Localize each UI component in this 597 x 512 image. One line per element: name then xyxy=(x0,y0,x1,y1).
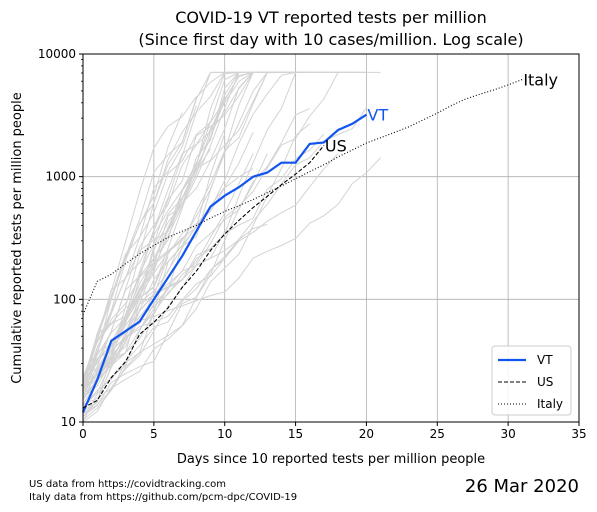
y-tick-label: 10 xyxy=(61,415,76,429)
series-label-vt: VT xyxy=(367,106,388,125)
footnote-italy-source: Italy data from https://github.com/pcm-d… xyxy=(29,492,298,503)
x-tick-label: 15 xyxy=(288,427,303,441)
series-labels: VT US Italy xyxy=(325,70,558,155)
background-series-line xyxy=(82,157,381,387)
background-series-line xyxy=(82,123,311,406)
background-series-line xyxy=(82,239,240,417)
background-series xyxy=(82,71,381,423)
series-label-us: US xyxy=(325,136,347,155)
x-tick-label: 5 xyxy=(150,427,158,441)
date-label: 26 Mar 2020 xyxy=(464,476,579,497)
background-series-line xyxy=(82,71,367,382)
legend-label-us: US xyxy=(537,375,553,389)
x-tick-label: 30 xyxy=(501,427,516,441)
chart-subtitle: (Since first day with 10 cases/million. … xyxy=(138,30,523,49)
background-series-line xyxy=(82,168,254,384)
y-tick-label: 10000 xyxy=(38,47,76,61)
background-series-line xyxy=(82,223,268,392)
background-series-line xyxy=(82,133,325,399)
x-tick-label: 35 xyxy=(571,427,586,441)
background-series-line xyxy=(82,287,169,378)
legend: VT US Italy xyxy=(491,345,572,416)
background-series-line xyxy=(82,71,282,388)
series-label-italy: Italy xyxy=(523,70,558,89)
x-tick-label: 10 xyxy=(217,427,232,441)
footnote-us-source: US data from https://covidtracking.com xyxy=(29,479,226,490)
x-tick-label: 20 xyxy=(359,427,374,441)
x-axis-label: Days since 10 reported tests per million… xyxy=(177,452,485,467)
background-series-line xyxy=(82,71,367,423)
legend-label-italy: Italy xyxy=(537,397,563,411)
legend-box xyxy=(491,345,572,416)
y-tick-label: 1000 xyxy=(45,170,76,184)
series-line-vt xyxy=(81,113,367,413)
background-series-line xyxy=(82,71,282,422)
legend-label-vt: VT xyxy=(537,353,553,367)
y-axis-ticks: 10 100 1000 10000 xyxy=(38,47,83,429)
background-series-line xyxy=(82,121,211,393)
background-series-line xyxy=(82,71,268,398)
x-tick-label: 25 xyxy=(430,427,445,441)
chart-title: COVID-19 VT reported tests per million xyxy=(175,8,487,27)
y-axis-label: Cumulative reported tests per million pe… xyxy=(10,92,25,384)
background-series-line xyxy=(82,71,282,405)
y-tick-label: 100 xyxy=(53,292,76,306)
series-lines xyxy=(81,78,523,413)
background-series-line xyxy=(82,153,254,389)
plot-frame xyxy=(82,53,580,423)
x-axis-ticks: 0 5 10 15 20 25 30 35 xyxy=(79,422,587,441)
series-line-us xyxy=(82,145,325,409)
x-tick-label: 0 xyxy=(79,427,87,441)
